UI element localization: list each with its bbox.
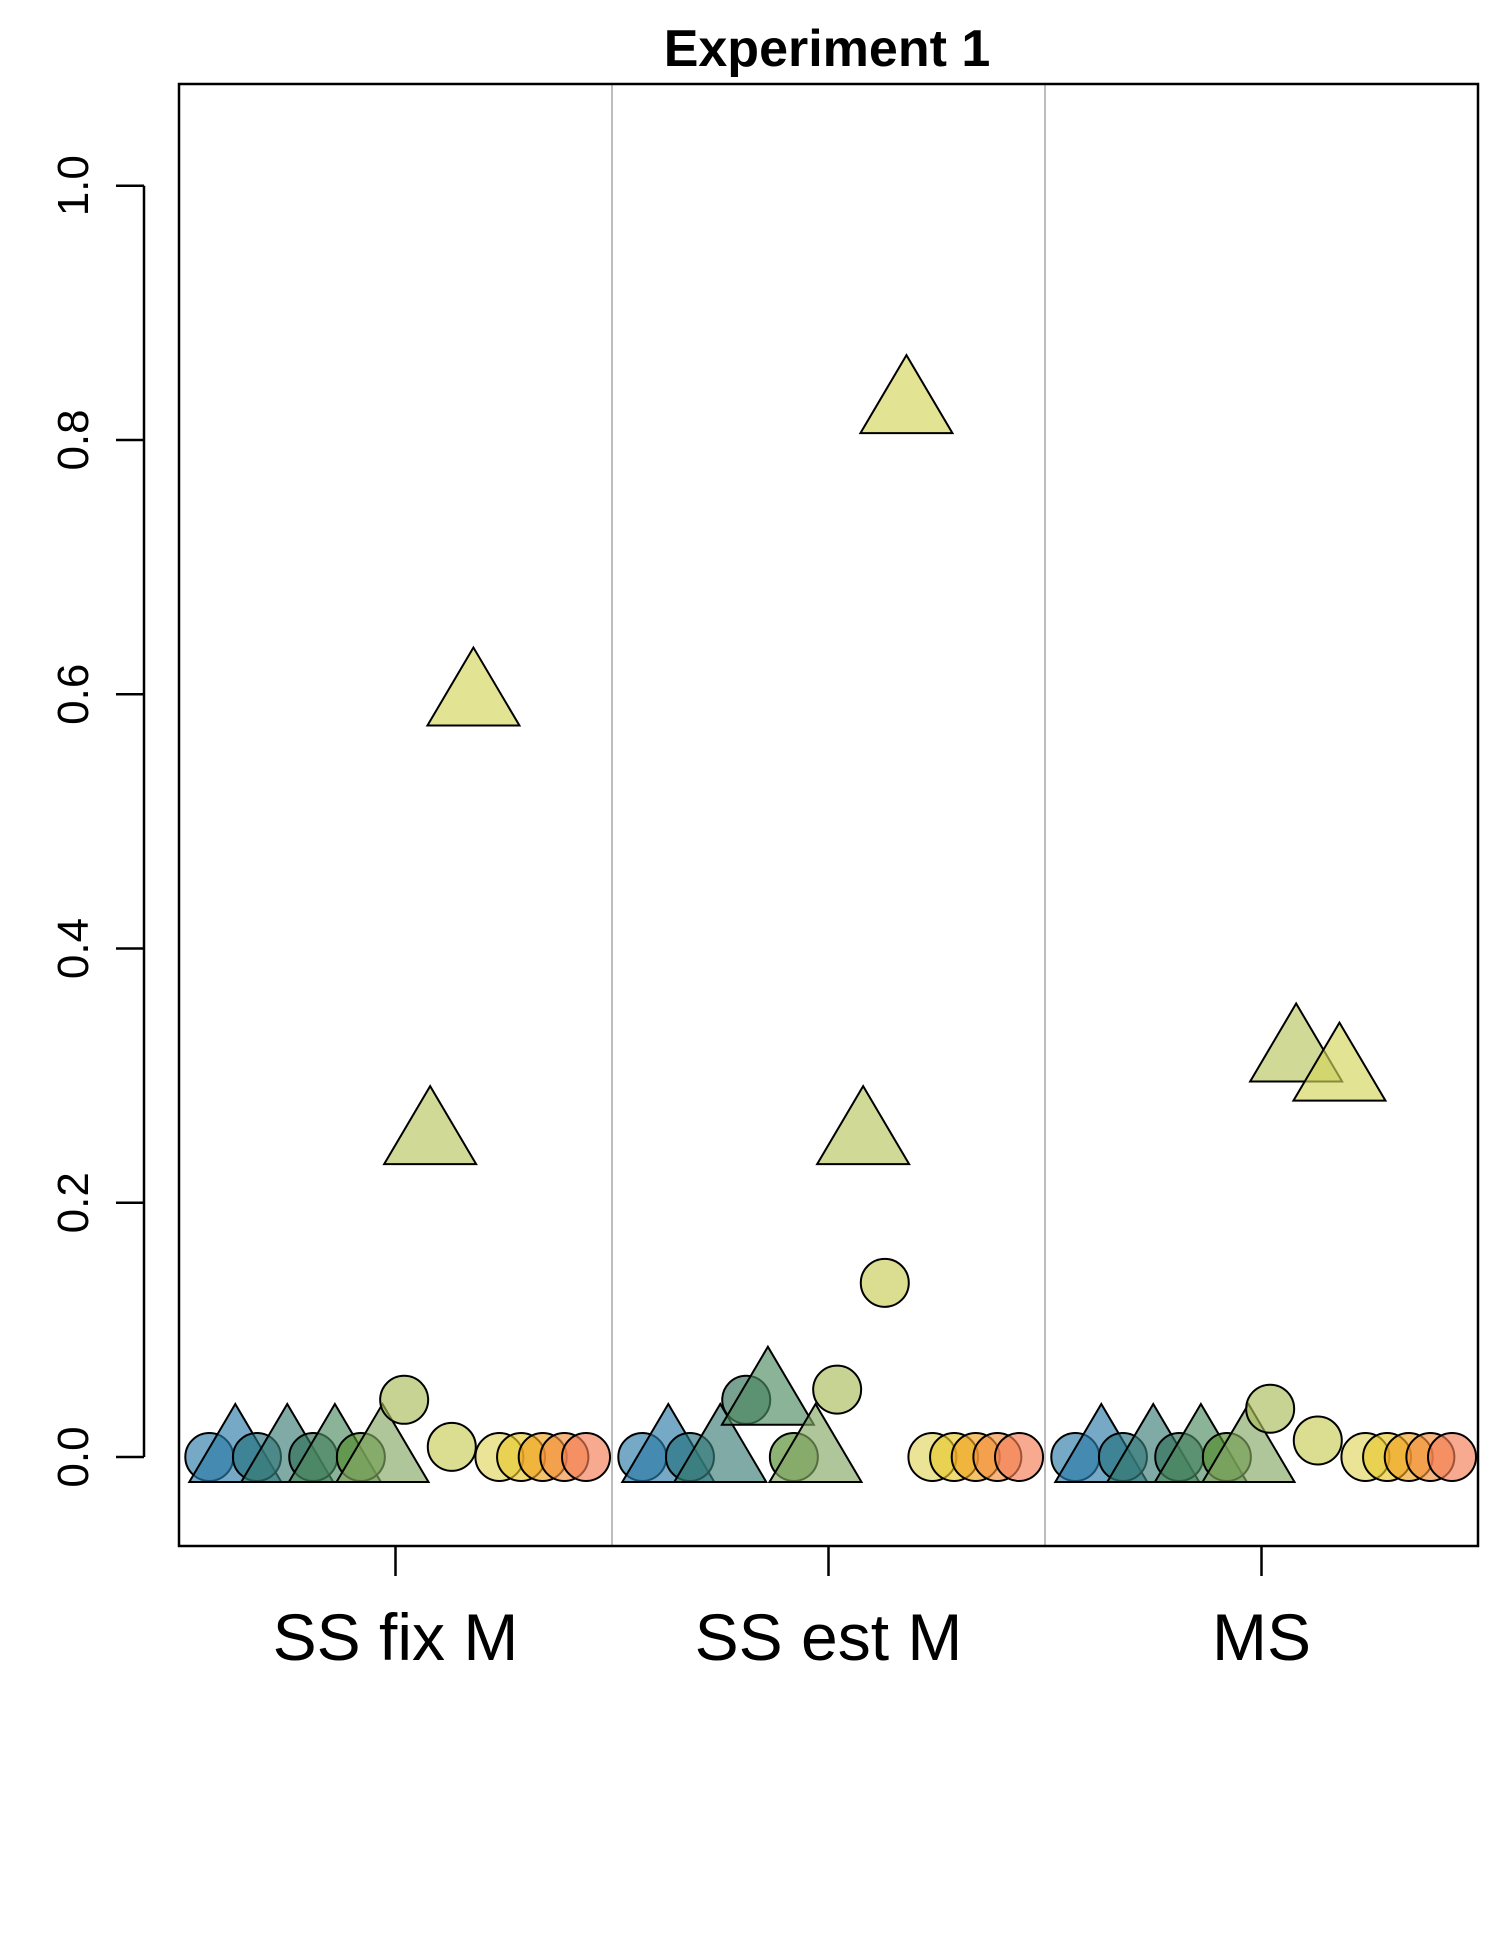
y-axis: 0.0 0.2 0.4 0.6 0.8 1.0 [49, 155, 146, 1488]
data-point-circle [1292, 1415, 1343, 1466]
y-tick-label: 1.0 [49, 155, 98, 216]
y-tick-label: 0.8 [49, 409, 98, 470]
data-point-triangle [767, 1402, 864, 1483]
data-point-circle [994, 1432, 1045, 1483]
data-point-triangle [382, 1084, 478, 1166]
data-point-circle [561, 1432, 612, 1483]
data-point-circle [1427, 1432, 1478, 1483]
data-point-triangle [720, 1344, 816, 1426]
data-point-circle [1245, 1383, 1296, 1434]
y-tick-label: 0.2 [49, 1172, 98, 1233]
data-point-triangle [672, 1402, 769, 1483]
y-tick-label: 0.6 [49, 664, 98, 725]
data-point-triangle [1200, 1402, 1297, 1483]
x-axis: SS fix M SS est M MS [273, 1546, 1311, 1674]
data-point-triangle [334, 1402, 431, 1483]
chart-title: Experiment 1 [664, 20, 991, 78]
panel-separators [611, 84, 1046, 1546]
x-tick-label: SS est M [695, 1600, 963, 1674]
data-point-circle [379, 1374, 430, 1425]
data-point-triangle [815, 1084, 911, 1166]
data-point-circle [859, 1257, 910, 1308]
y-tick-label: 0.0 [49, 1426, 98, 1487]
x-tick-label: SS fix M [273, 1600, 519, 1674]
data-point-triangle [1291, 1020, 1388, 1102]
data-point-triangle [425, 645, 522, 727]
data-point-triangle [858, 353, 955, 435]
data-point-circle [426, 1421, 477, 1472]
data-points [184, 353, 1478, 1483]
x-tick-label: MS [1212, 1600, 1311, 1674]
plot-frame [177, 82, 1480, 1548]
y-tick-label: 0.4 [49, 918, 98, 979]
data-point-circle [812, 1364, 863, 1415]
